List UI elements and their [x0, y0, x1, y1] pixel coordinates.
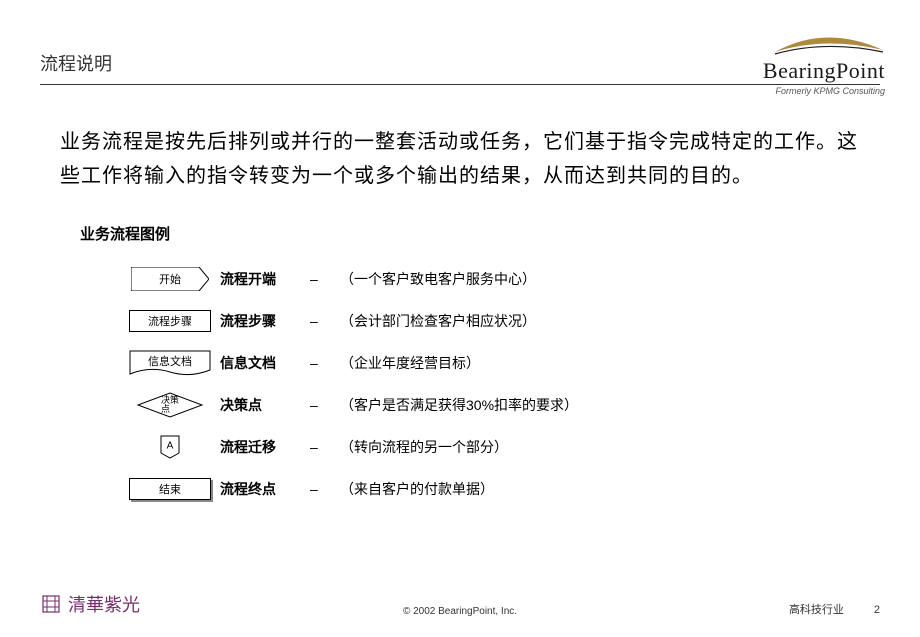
page-number: 2: [874, 604, 880, 616]
legend-label: 流程开端: [220, 269, 310, 289]
legend-row-step: 流程步骤 流程步骤 – （会计部门检查客户相应状况）: [120, 306, 880, 336]
shape-decision-label: 决策点: [161, 396, 179, 414]
legend-desc: （转向流程的另一个部分）: [340, 437, 508, 457]
shape-transfer-label: A: [167, 440, 174, 451]
legend-desc: （会计部门检查客户相应状况）: [340, 311, 536, 331]
legend-row-start: 开始 流程开端 – （一个客户致电客户服务中心）: [120, 264, 880, 294]
brand-logo: BearingPoint Formerly KPMG Consulting: [763, 30, 885, 96]
legend-desc: （来自客户的付款单据）: [340, 479, 494, 499]
shape-doc-label: 信息文档: [148, 353, 192, 369]
shape-start: 开始: [120, 267, 220, 291]
legend-label: 流程终点: [220, 479, 310, 499]
legend-dash: –: [310, 397, 340, 413]
legend-label: 信息文档: [220, 353, 310, 373]
shape-start-label: 开始: [159, 271, 181, 287]
shape-end: 结束: [120, 478, 220, 500]
legend-label: 流程步骤: [220, 311, 310, 331]
legend-dash: –: [310, 313, 340, 329]
page-title: 流程说明: [40, 50, 880, 76]
legend-label: 决策点: [220, 395, 310, 415]
footer-right: 高科技行业 2: [789, 601, 880, 617]
legend-dash: –: [310, 481, 340, 497]
legend-desc: （一个客户致电客户服务中心）: [340, 269, 536, 289]
legend-row-doc: 信息文档 信息文档 – （企业年度经营目标）: [120, 348, 880, 378]
shape-step-label: 流程步骤: [148, 313, 192, 329]
slide: BearingPoint Formerly KPMG Consulting 流程…: [0, 0, 920, 637]
legend-dash: –: [310, 355, 340, 371]
footer: 清華紫光 © 2002 BearingPoint, Inc. 高科技行业 2: [0, 591, 920, 617]
logo-text: BearingPoint: [763, 58, 885, 84]
title-divider: [40, 84, 880, 85]
legend-desc: （企业年度经营目标）: [340, 353, 480, 373]
legend-dash: –: [310, 271, 340, 287]
legend-label: 流程迁移: [220, 437, 310, 457]
legend-desc: （客户是否满足获得30%扣率的要求）: [340, 395, 578, 415]
shape-transfer: A: [120, 435, 220, 459]
legend-row-decision: 决策点 决策点 – （客户是否满足获得30%扣率的要求）: [120, 390, 880, 420]
legend-row-transfer: A 流程迁移 – （转向流程的另一个部分）: [120, 432, 880, 462]
footer-category: 高科技行业: [789, 601, 844, 617]
logo-subtitle: Formerly KPMG Consulting: [763, 86, 885, 96]
body-paragraph: 业务流程是按先后排列或并行的一整套活动或任务，它们基于指令完成特定的工作。这些工…: [60, 125, 860, 193]
tsinghua-icon: [40, 593, 62, 615]
legend-row-end: 结束 流程终点 – （来自客户的付款单据）: [120, 474, 880, 504]
legend-table: 开始 流程开端 – （一个客户致电客户服务中心） 流程步骤 流程步骤 – （会计…: [120, 264, 880, 504]
footer-left-logo: 清華紫光: [40, 591, 140, 617]
legend-dash: –: [310, 439, 340, 455]
legend-heading: 业务流程图例: [80, 223, 880, 244]
shape-end-label: 结束: [159, 481, 181, 497]
footer-left-text: 清華紫光: [68, 591, 140, 617]
shape-doc: 信息文档: [120, 350, 220, 376]
shape-decision: 决策点: [120, 392, 220, 418]
shape-step: 流程步骤: [120, 310, 220, 332]
footer-copyright: © 2002 BearingPoint, Inc.: [403, 606, 517, 617]
logo-swoosh-icon: [765, 30, 885, 60]
